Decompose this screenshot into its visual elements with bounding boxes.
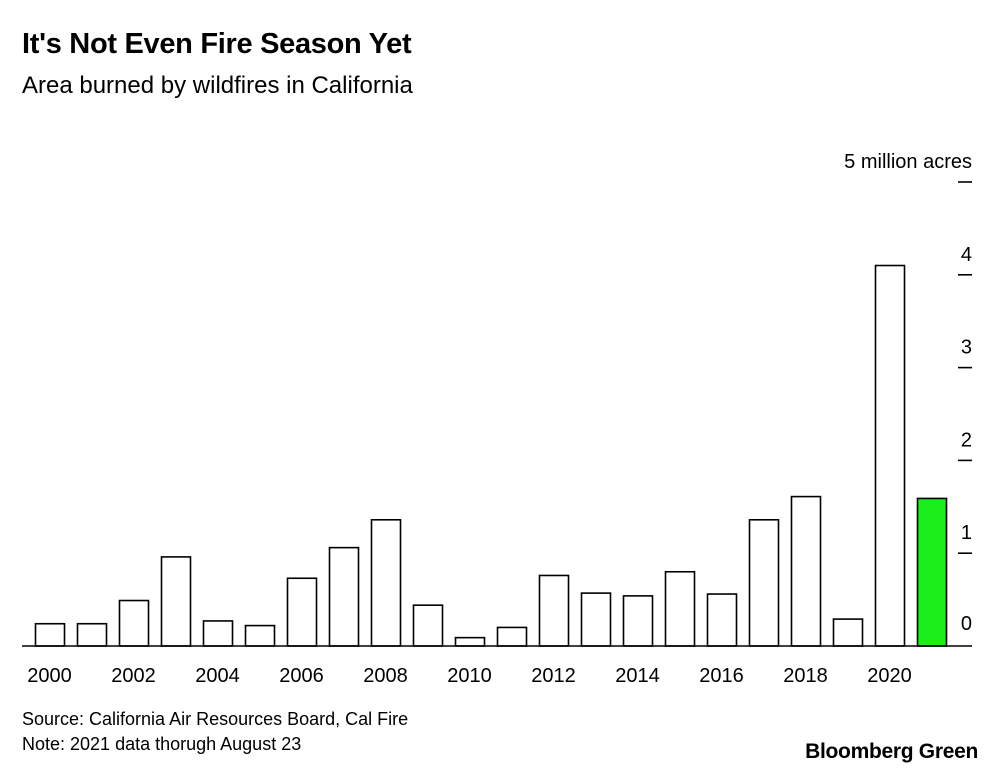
bar-2003	[160, 556, 192, 647]
bar-2004	[202, 620, 234, 647]
x-tick-label-2014: 2014	[615, 665, 660, 687]
bar-2020	[874, 264, 906, 647]
x-tick-label-2012: 2012	[531, 665, 576, 687]
bar-2015	[664, 570, 696, 647]
bar-2007	[328, 546, 360, 647]
x-tick-label-2008: 2008	[363, 665, 408, 687]
x-tick-label-2006: 2006	[279, 665, 324, 687]
x-tick-label-2000: 2000	[27, 665, 72, 687]
bar-2005	[244, 624, 276, 647]
chart-subtitle: Area burned by wildfires in California	[22, 72, 413, 99]
bar-2000	[34, 622, 66, 647]
bar-2011	[496, 626, 528, 647]
bar-2016	[706, 593, 738, 647]
y-tick-label-2: 2	[961, 429, 972, 451]
bar-2014	[622, 595, 654, 647]
bar-2021	[916, 497, 948, 647]
y-axis: 0 1 2 3 4 5 million acres	[844, 151, 972, 635]
x-tick-label-2004: 2004	[195, 665, 240, 687]
brand-logo: Bloomberg Green	[805, 740, 978, 763]
x-tick-label-2010: 2010	[447, 665, 492, 687]
x-tick-label-2020: 2020	[867, 665, 912, 687]
bar-2013	[580, 592, 612, 647]
bar-2010	[454, 636, 486, 647]
bar-2008	[370, 518, 402, 647]
bar-2019	[832, 618, 864, 647]
y-tick-label-4: 4	[961, 244, 972, 266]
bar-2009	[412, 604, 444, 647]
x-tick-label-2018: 2018	[783, 665, 828, 687]
bars-layer	[34, 264, 948, 647]
bar-2012	[538, 574, 570, 647]
y-tick-label-5: 5 million acres	[844, 151, 972, 173]
bar-2006	[286, 577, 318, 647]
x-tick-label-2016: 2016	[699, 665, 744, 687]
data-note: Note: 2021 data thorugh August 23	[22, 734, 302, 754]
x-axis: 2000 2002 2004 2006 2008 2010 2012 2014 2016 2018…	[22, 645, 972, 687]
bar-2018	[790, 495, 822, 647]
chart-title: It's Not Even Fire Season Yet	[22, 28, 412, 60]
bar-2017	[748, 518, 780, 647]
x-tick-label-2002: 2002	[111, 665, 156, 687]
bar-2001	[76, 622, 108, 647]
y-tick-label-3: 3	[961, 337, 972, 359]
source-note: Source: California Air Resources Board, …	[22, 709, 409, 729]
y-tick-label-1: 1	[961, 522, 972, 544]
y-tick-label-0: 0	[961, 613, 972, 635]
bar-2002	[118, 599, 150, 647]
